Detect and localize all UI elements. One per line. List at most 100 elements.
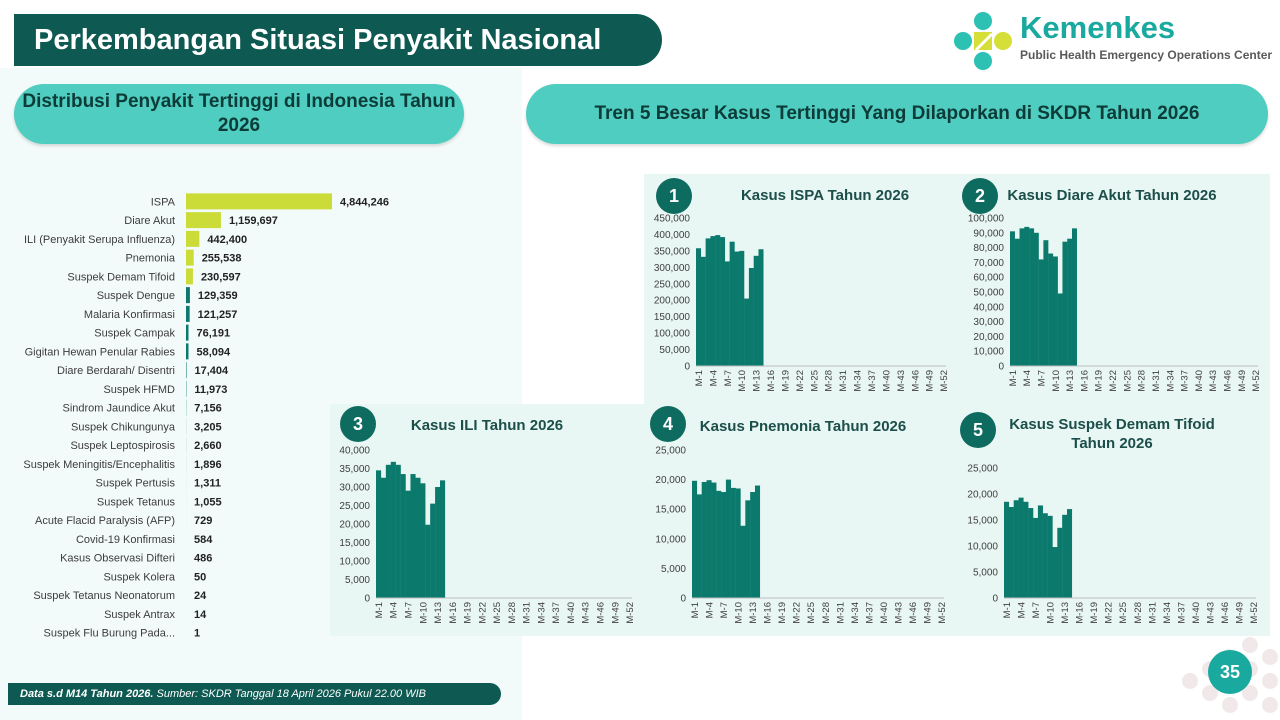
column-bar: [748, 267, 754, 366]
category-label: ISPA: [151, 196, 176, 208]
data-label: 1,159,697: [229, 215, 278, 227]
panel-tifoid: 0 5,000 10,000 15,000 20,000 25,000 M-1 M-4 M-7 M…: [956, 404, 1270, 636]
footer-data-note: Data s.d M14 Tahun 2026.: [20, 688, 154, 700]
x-tick-label: M-4: [1016, 602, 1027, 618]
x-tick-label: M-25: [1122, 370, 1133, 392]
x-tick-label: M-40: [1191, 602, 1202, 624]
x-tick-label: M-25: [1118, 602, 1129, 624]
x-tick-label: M-34: [853, 370, 864, 392]
y-tick-label: 5,000: [345, 575, 370, 586]
x-tick-label: M-22: [792, 602, 803, 624]
y-tick-label: 100,000: [654, 329, 691, 340]
column-bar: [1028, 508, 1034, 598]
category-label: Diare Akut: [124, 215, 175, 227]
x-tick-label: M-28: [824, 370, 835, 392]
x-tick-label: M-19: [777, 602, 788, 624]
x-tick-label: M-43: [893, 602, 904, 624]
x-tick-label: M-7: [723, 370, 734, 386]
column-bar: [721, 492, 727, 598]
y-tick-label: 20,000: [973, 332, 1004, 343]
x-tick-label: M-16: [1079, 370, 1090, 392]
y-tick-label: 15,000: [967, 516, 998, 527]
y-tick-label: 20,000: [655, 475, 686, 486]
y-tick-label: 15,000: [339, 538, 370, 549]
bar: [186, 287, 190, 304]
column-bar: [390, 461, 396, 598]
x-tick-label: M-31: [522, 602, 533, 624]
x-tick-label: M-31: [835, 602, 846, 624]
y-tick-label: 5,000: [661, 564, 686, 575]
x-tick-label: M-1: [690, 602, 701, 618]
y-tick-label: 35,000: [339, 464, 370, 475]
x-tick-label: M-22: [477, 602, 488, 624]
data-label: 3,205: [194, 421, 222, 433]
column-bar: [755, 485, 761, 598]
panel-number-badge: 5: [960, 412, 996, 448]
y-tick-label: 50,000: [973, 288, 1004, 299]
y-tick-label: 350,000: [654, 246, 691, 257]
y-tick-label: 10,000: [655, 534, 686, 545]
column-bar: [711, 482, 717, 598]
x-tick-label: M-22: [795, 370, 806, 392]
trend-heading: Tren 5 Besar Kasus Tertinggi Yang Dilapo…: [526, 84, 1268, 144]
y-tick-label: 80,000: [973, 243, 1004, 254]
x-tick-label: M-25: [809, 370, 820, 392]
logo-name: Kemenkes: [1020, 10, 1176, 45]
column-bar: [440, 480, 446, 598]
data-label: 486: [194, 553, 212, 565]
logo-subtitle: Public Health Emergency Operations Cente…: [1020, 48, 1273, 62]
category-label: Acute Flacid Paralysis (AFP): [35, 515, 175, 527]
x-tick-label: M-28: [1137, 370, 1148, 392]
y-tick-label: 0: [998, 362, 1004, 373]
y-tick-label: 400,000: [654, 230, 691, 241]
x-tick-label: M-52: [937, 602, 948, 624]
data-label: 17,404: [195, 365, 230, 377]
x-tick-label: M-37: [1180, 370, 1191, 392]
page-number: 35: [1208, 650, 1252, 694]
x-tick-label: M-52: [939, 370, 950, 392]
y-tick-label: 250,000: [654, 279, 691, 290]
category-label: Suspek HFMD: [103, 384, 175, 396]
x-tick-label: M-37: [1176, 602, 1187, 624]
column-bar: [1004, 501, 1010, 598]
panel-title: Kasus Suspek Demam Tifoid Tahun 2026: [1009, 416, 1215, 452]
panel-title: Kasus Pnemonia Tahun 2026: [699, 418, 907, 435]
x-tick-label: M-28: [1133, 602, 1144, 624]
column-chart-ili: 0 5,000 10,000 15,000 20,000 25,000 30,000 35,0…: [339, 446, 636, 624]
x-tick-label: M-16: [766, 370, 777, 392]
data-label: 121,257: [198, 309, 238, 321]
y-tick-label: 30,000: [339, 483, 370, 494]
data-label: 230,597: [201, 271, 241, 283]
category-label: Suspek Antrax: [104, 609, 175, 621]
x-tick-label: M-34: [536, 602, 547, 624]
x-tick-label: M-10: [737, 370, 748, 392]
category-label: Suspek Kolera: [103, 571, 175, 583]
bar: [186, 212, 221, 229]
column-bar: [1033, 232, 1039, 366]
column-bar: [730, 487, 736, 598]
x-tick-label: M-1: [694, 370, 705, 386]
x-tick-label: M-16: [1075, 602, 1086, 624]
column-bar: [710, 236, 716, 366]
x-tick-label: M-19: [780, 370, 791, 392]
y-tick-label: 100,000: [968, 214, 1005, 225]
column-bar: [1062, 241, 1068, 366]
data-label: 11,973: [194, 384, 227, 396]
x-tick-label: M-13: [1065, 370, 1076, 392]
x-tick-label: M-16: [763, 602, 774, 624]
x-tick-label: M-49: [610, 602, 621, 624]
x-tick-label: M-1: [374, 602, 385, 618]
bar: [186, 362, 187, 379]
distribution-bar-chart: ISPA 4,844,246 Diare Akut 1,159,697 ILI (Pen…: [23, 193, 389, 641]
column-bar: [1047, 515, 1053, 598]
data-label: 1,896: [194, 459, 222, 471]
y-tick-label: 200,000: [654, 296, 691, 307]
x-tick-label: M-7: [1037, 370, 1048, 386]
column-bar: [415, 477, 421, 598]
x-tick-label: M-49: [923, 602, 934, 624]
bar: [186, 230, 200, 247]
page-title: Perkembangan Situasi Penyakit Nasional: [14, 14, 662, 66]
category-label: Sindrom Jaundice Akut: [62, 403, 175, 415]
column-bar: [1019, 228, 1025, 366]
